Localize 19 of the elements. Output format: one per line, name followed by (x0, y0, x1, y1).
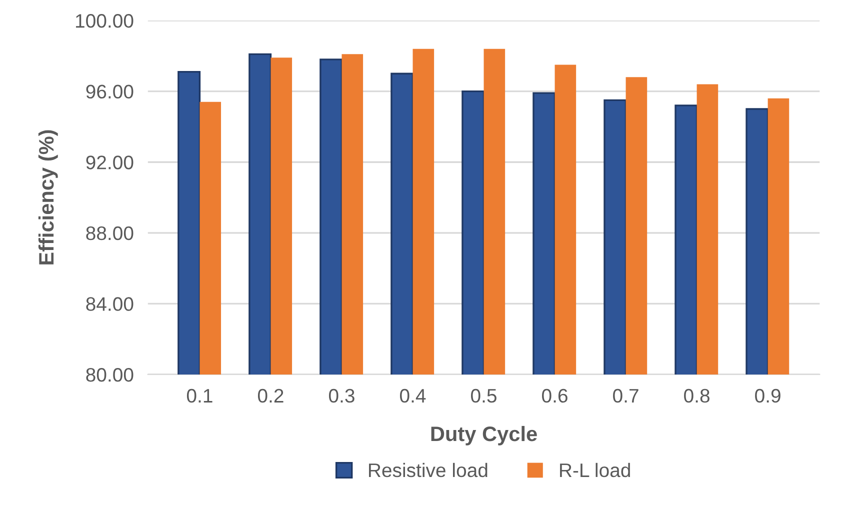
y-tick-label: 96.00 (86, 84, 134, 99)
y-tick-label: 88.00 (86, 226, 134, 240)
x-tick-label: 0.5 (471, 388, 496, 403)
legend-label: R-L load (560, 462, 630, 478)
x-tick-label: 0.7 (613, 388, 638, 403)
x-tick-label: 0.6 (542, 388, 568, 403)
y-axis-title: Efficiency (%) (38, 130, 58, 264)
x-tick-label: 0.9 (755, 388, 780, 403)
y-tick-label: 92.00 (86, 156, 134, 170)
x-tick-label: 0.4 (400, 388, 426, 403)
y-tick-label: 100.00 (76, 14, 134, 28)
x-axis-title: Duty Cycle (431, 426, 537, 446)
legend-label: Resistive load (369, 462, 488, 478)
x-tick-label: 0.8 (684, 388, 710, 403)
x-tick-label: 0.3 (328, 388, 354, 403)
y-tick-label: 84.00 (86, 297, 134, 311)
y-tick-label: 80.00 (86, 368, 134, 382)
x-tick-label: 0.1 (186, 388, 212, 403)
x-tick-label: 0.2 (258, 388, 284, 403)
